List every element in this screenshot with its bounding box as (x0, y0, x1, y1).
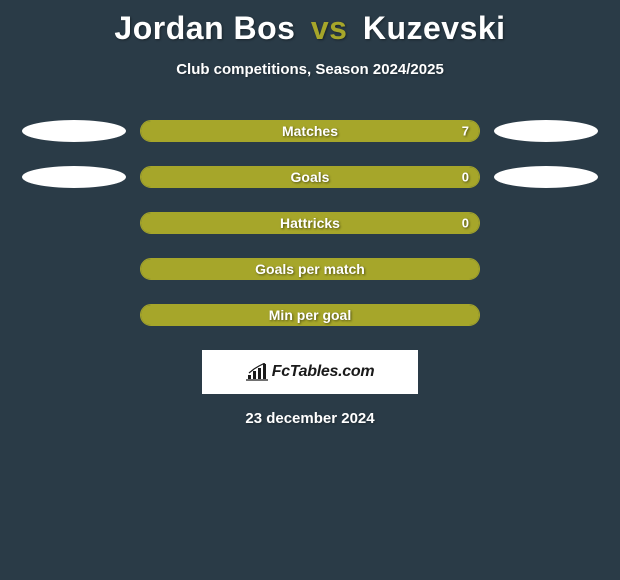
right-ellipse (494, 166, 598, 188)
date-text: 23 december 2024 (0, 410, 620, 427)
stat-bar: Hattricks 0 (140, 212, 480, 234)
player1-name: Jordan Bos (114, 10, 295, 46)
subtitle: Club competitions, Season 2024/2025 (0, 61, 620, 78)
stat-row: Goals per match (0, 258, 620, 280)
stat-label: Goals (291, 169, 330, 185)
logo-inner: FcTables.com (246, 363, 375, 381)
stat-label: Matches (282, 123, 338, 139)
logo-box: FcTables.com (202, 350, 418, 394)
stat-row: Min per goal (0, 304, 620, 326)
chart-icon (246, 363, 268, 381)
stat-row: Goals 0 (0, 166, 620, 188)
stat-label: Hattricks (280, 215, 340, 231)
vs-text: vs (311, 10, 348, 46)
stat-bar: Goals per match (140, 258, 480, 280)
logo-text: FcTables.com (272, 363, 375, 381)
stat-label: Goals per match (255, 261, 365, 277)
right-ellipse (494, 120, 598, 142)
stat-value-right: 7 (462, 124, 469, 139)
stat-value-right: 0 (462, 216, 469, 231)
stat-label: Min per goal (269, 307, 351, 323)
comparison-title: Jordan Bos vs Kuzevski (0, 0, 620, 47)
stat-bar: Matches 7 (140, 120, 480, 142)
stat-bar: Min per goal (140, 304, 480, 326)
stat-row: Hattricks 0 (0, 212, 620, 234)
stat-row: Matches 7 (0, 120, 620, 142)
left-ellipse (22, 120, 126, 142)
left-ellipse (22, 166, 126, 188)
stats-rows: Matches 7 Goals 0 Hattricks 0 Goals per match M… (0, 120, 620, 326)
stat-value-right: 0 (462, 170, 469, 185)
player2-name: Kuzevski (363, 10, 506, 46)
stat-bar: Goals 0 (140, 166, 480, 188)
